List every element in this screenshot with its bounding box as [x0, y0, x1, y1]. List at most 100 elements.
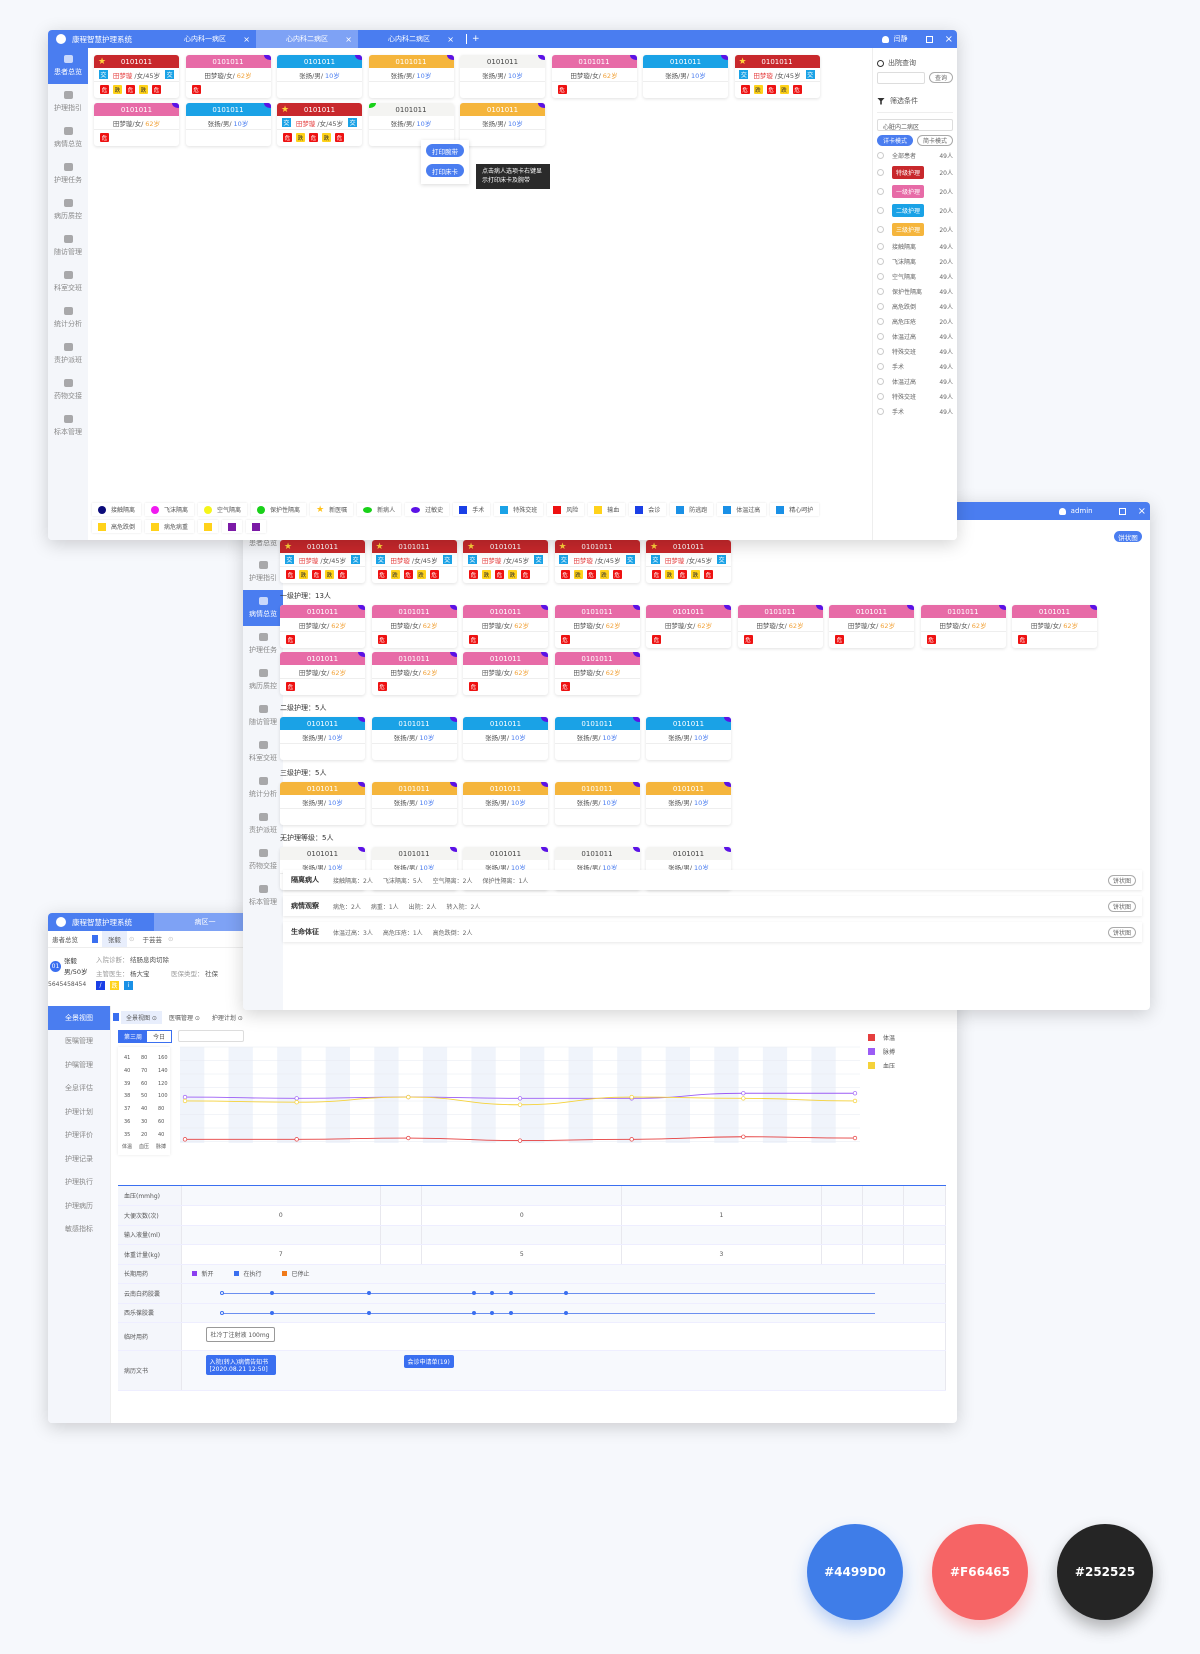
radio-button[interactable] [877, 243, 884, 250]
user-name[interactable]: admin [1070, 507, 1093, 515]
radio-button[interactable] [877, 378, 884, 385]
filter-option[interactable]: 手术 49人 [877, 359, 953, 374]
patient-card[interactable]: 0101011 张扬/男/10岁 [554, 782, 640, 825]
filter-option[interactable]: 接触隔离 49人 [877, 239, 953, 254]
patient-card[interactable]: 0101011 田梦璇/女/62岁危 [371, 652, 457, 695]
nav-item[interactable]: 护嘱管理 [65, 1060, 93, 1069]
close-icon[interactable]: ⊙ [129, 935, 135, 943]
patient-card[interactable]: 0101011 田梦璇/女/62岁危 [551, 55, 637, 98]
radio-button[interactable] [877, 408, 884, 415]
nav-item[interactable]: 医嘱管理 [65, 1037, 93, 1046]
nav-item[interactable]: 敏感指标 [65, 1225, 93, 1234]
sidebar-item[interactable]: 护理任务 [243, 626, 283, 662]
user-name[interactable]: 闫静 [893, 35, 908, 43]
radio-button[interactable] [877, 258, 884, 265]
close-icon[interactable]: ⊙ [167, 935, 174, 943]
patient-card[interactable]: ★ 0101011 交田梦璇/女/45岁交危跌危跌危 [94, 55, 179, 98]
collapse-icon[interactable] [92, 935, 98, 943]
patient-card[interactable]: 0101011 田梦璇/女/62岁危 [280, 605, 365, 648]
sidebar-item[interactable]: 护理指引 [48, 84, 88, 120]
patient-card[interactable]: ★ 0101011 交田梦璇/女/45岁交危跌危跌危 [734, 55, 820, 98]
sidebar-item[interactable]: 标本管理 [48, 408, 88, 444]
close-icon[interactable]: × [345, 34, 352, 44]
patient-card[interactable]: 0101011 田梦璇/女/62岁危 [554, 605, 640, 648]
patient-tab[interactable]: 张毅 [102, 931, 127, 947]
tab[interactable]: 心内科一病区 × [154, 30, 256, 48]
pie-chart-button[interactable]: 饼状图 [1114, 531, 1142, 542]
sidebar-item[interactable]: 病历质控 [48, 192, 88, 228]
today-button[interactable]: 今日 [153, 1034, 166, 1041]
filter-option[interactable]: 特级护理 20人 [877, 163, 953, 182]
radio-button[interactable] [877, 318, 884, 325]
close-icon[interactable]: × [447, 34, 454, 44]
tab[interactable]: 心内科二病区 × [256, 30, 358, 48]
close-icon[interactable]: × [1137, 505, 1146, 517]
patient-tab[interactable]: 患者总览 [52, 936, 78, 944]
patient-card[interactable]: 0101011 田梦璇/女/62岁危 [920, 605, 1006, 648]
patient-card[interactable]: 0101011 田梦璇/女/62岁危 [463, 652, 548, 695]
patient-card[interactable]: 0101011 张扬/男/10岁 [277, 55, 362, 98]
close-icon[interactable]: × [243, 34, 250, 44]
patient-card[interactable]: 0101011 田梦璇/女/62岁危 [646, 605, 731, 648]
inner-tab[interactable]: 护理计划 ⊙ [211, 1014, 243, 1022]
close-icon[interactable]: × [944, 33, 953, 45]
detail-mode-button[interactable]: 详卡模式 [877, 135, 913, 146]
radio-button[interactable] [877, 188, 884, 195]
patient-card[interactable]: ★ 0101011 交田梦璇/女/45岁交危跌危跌危 [646, 540, 731, 583]
maximize-icon[interactable] [925, 35, 933, 43]
radio-button[interactable] [877, 303, 884, 310]
nav-item[interactable]: 护理记录 [65, 1154, 93, 1163]
nav-item[interactable]: 护理执行 [65, 1178, 93, 1187]
sidebar-item[interactable]: 病情总览 [243, 590, 283, 626]
filter-option[interactable]: 手术 49人 [877, 404, 953, 419]
filter-option[interactable]: 空气隔离 49人 [877, 269, 953, 284]
patient-card[interactable]: 0101011 张扬/男/10岁 [280, 782, 365, 825]
patient-card[interactable]: ★ 0101011 交田梦璇/女/45岁交危跌危跌危 [280, 540, 365, 583]
sidebar-item[interactable]: 患者总览 [48, 48, 88, 84]
filter-option[interactable]: 全部患者 49人 [877, 148, 953, 163]
patient-card[interactable]: 0101011 张扬/男/10岁 [463, 717, 548, 760]
date-select[interactable] [178, 1030, 244, 1042]
patient-card[interactable]: ★ 0101011 交田梦璇/女/45岁交危跌危跌危 [277, 103, 362, 146]
patient-card[interactable]: 0101011 田梦璇/女/62岁危 [829, 605, 914, 648]
radio-button[interactable] [877, 226, 884, 233]
filter-option[interactable]: 体温过高 49人 [877, 374, 953, 389]
radio-button[interactable] [877, 207, 884, 214]
patient-card[interactable]: 0101011 张扬/男/10岁 [460, 55, 545, 98]
simple-mode-button[interactable]: 简卡模式 [917, 135, 953, 146]
sidebar-item[interactable]: 责护派班 [48, 336, 88, 372]
patient-card[interactable]: ★ 0101011 交田梦璇/女/45岁交危跌危跌危 [371, 540, 457, 583]
patient-card[interactable]: 0101011 田梦璇/女/62岁危 [554, 652, 640, 695]
pie-chart-button[interactable]: 饼状图 [1108, 926, 1136, 938]
print-bedcard-button[interactable]: 打印床卡 [426, 164, 464, 177]
filter-option[interactable]: 体温过高 49人 [877, 329, 953, 344]
filter-option[interactable]: 保护性隔离 49人 [877, 284, 953, 299]
patient-card[interactable]: 0101011 张扬/男/10岁 [280, 717, 365, 760]
sidebar-item[interactable]: 科室交班 [243, 734, 283, 770]
inner-tab[interactable]: 医嘱管理 ⊙ [168, 1014, 200, 1022]
radio-button[interactable] [877, 348, 884, 355]
temp-medication-tag[interactable]: 杜冷丁注射液 100mg [205, 1327, 275, 1342]
patient-card[interactable]: 0101011 张扬/男/10岁 [646, 717, 731, 760]
radio-button[interactable] [877, 333, 884, 340]
patient-card[interactable]: 0101011 张扬/男/10岁 [463, 782, 548, 825]
patient-tab[interactable]: 于芸芸 [142, 936, 162, 944]
filter-option[interactable]: 飞沫隔离 20人 [877, 254, 953, 269]
radio-button[interactable] [877, 288, 884, 295]
document-button[interactable]: 入院(转入)病情告知书 [2020.08.21 12:50] [205, 1355, 276, 1375]
sidebar-item[interactable]: 病情总览 [48, 120, 88, 156]
sidebar-item[interactable]: 护理指引 [243, 554, 283, 590]
patient-card[interactable]: 0101011 张扬/男/10岁 [646, 782, 731, 825]
pie-chart-button[interactable]: 饼状图 [1108, 900, 1136, 912]
patient-card[interactable]: 0101011 张扬/男/10岁 [460, 103, 545, 146]
patient-card[interactable]: 0101011 田梦璇/女/62岁危 [185, 55, 271, 98]
sidebar-item[interactable]: 护理任务 [48, 156, 88, 192]
sidebar-item[interactable]: 病历质控 [243, 662, 283, 698]
patient-card[interactable]: 0101011 田梦璇/女/62岁危 [371, 605, 457, 648]
patient-card[interactable]: 0101011 张扬/男/10岁 [368, 55, 454, 98]
sidebar-item[interactable]: 随访管理 [48, 228, 88, 264]
radio-button[interactable] [877, 393, 884, 400]
inner-tab[interactable]: 全景视图 ⊙ [121, 1010, 162, 1024]
nav-item[interactable]: 护理病历 [65, 1201, 93, 1210]
add-tab-button[interactable]: + [466, 34, 480, 44]
